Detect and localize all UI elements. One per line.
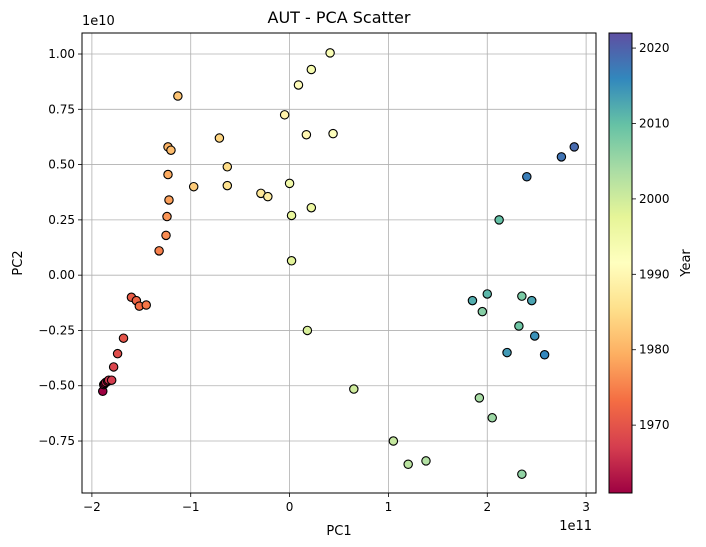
colorbar: 1970 1980 1990 2000 2010 2020 Year <box>608 32 694 494</box>
data-point <box>286 210 297 221</box>
data-point <box>494 215 504 225</box>
colorbar-tick-label: 1990 <box>639 267 670 281</box>
y-tick-label: 0.75 <box>48 102 75 116</box>
data-point <box>112 348 123 359</box>
data-point <box>279 110 290 120</box>
colorbar-gradient <box>608 32 633 494</box>
data-point <box>529 331 540 341</box>
data-point <box>263 191 273 202</box>
data-point <box>306 202 317 213</box>
data-point <box>284 178 295 189</box>
y-tick-label: −0.25 <box>38 323 75 337</box>
data-point <box>188 181 199 192</box>
x-tick-label: 2 <box>483 500 491 514</box>
y-tick-label: 0.25 <box>48 213 75 227</box>
data-point <box>349 384 359 394</box>
chart-title: AUT - PCA Scatter <box>268 8 411 27</box>
data-point <box>403 459 413 469</box>
x-axis-label: PC1 <box>326 524 351 539</box>
data-point <box>482 289 493 299</box>
data-point <box>222 180 233 191</box>
data-point <box>526 295 537 306</box>
data-point <box>302 325 313 336</box>
x-tick-label: −1 <box>182 500 200 514</box>
data-point <box>467 295 478 306</box>
data-point <box>539 350 550 360</box>
y-tick-label: 0.00 <box>48 268 75 282</box>
data-point <box>556 152 567 162</box>
y-axis-offset-label: 1e10 <box>82 14 115 29</box>
data-point <box>569 142 580 152</box>
data-point <box>301 129 312 140</box>
data-point <box>517 469 527 479</box>
x-tick-label: 1 <box>385 500 393 514</box>
data-point <box>328 128 338 139</box>
data-point <box>173 91 183 101</box>
colorbar-tick-label: 2000 <box>639 192 670 206</box>
data-point <box>161 230 171 241</box>
plot-area-frame <box>81 32 597 494</box>
data-point <box>293 80 304 90</box>
colorbar-tick-label: 1980 <box>639 343 670 357</box>
colorbar-label: Year <box>679 249 694 278</box>
colorbar-tick-label: 1970 <box>639 418 670 432</box>
data-point <box>522 172 532 182</box>
y-axis-ticks: −0.75 −0.50 −0.25 0.00 0.25 0.50 0.75 1.00 <box>38 47 82 448</box>
data-point <box>108 362 119 372</box>
data-point <box>388 436 399 446</box>
x-axis-offset-label: 1e11 <box>559 519 592 534</box>
data-point <box>222 162 233 172</box>
data-point <box>164 195 174 205</box>
y-axis-label: PC2 <box>11 250 26 275</box>
data-point <box>502 347 512 358</box>
data-point <box>214 133 225 143</box>
x-tick-label: 0 <box>286 500 294 514</box>
data-point <box>162 211 172 222</box>
data-point <box>106 375 117 385</box>
data-points <box>98 48 580 479</box>
y-tick-label: 1.00 <box>48 47 75 61</box>
colorbar-ticks: 1970 1980 1990 2000 2010 2020 <box>632 41 670 432</box>
data-point <box>325 48 335 58</box>
x-tick-label: −2 <box>83 500 101 514</box>
x-tick-label: 3 <box>582 500 590 514</box>
data-point <box>477 306 488 317</box>
data-point <box>474 393 485 403</box>
colorbar-tick-label: 2010 <box>639 116 670 130</box>
data-point <box>154 246 164 256</box>
data-point <box>514 321 524 331</box>
y-tick-label: −0.75 <box>38 434 75 448</box>
colorbar-tick-label: 2020 <box>639 41 670 55</box>
data-point <box>306 64 317 75</box>
data-point <box>421 456 431 466</box>
grid-lines <box>82 33 596 493</box>
data-point <box>141 300 152 310</box>
data-point <box>118 333 129 343</box>
data-point <box>487 413 497 423</box>
data-point <box>166 145 176 155</box>
data-point <box>163 169 173 180</box>
y-tick-label: −0.50 <box>38 379 75 393</box>
data-point <box>286 256 297 266</box>
x-axis-ticks: −2 −1 0 1 2 3 <box>83 493 590 514</box>
data-point <box>517 291 527 301</box>
y-tick-label: 0.50 <box>48 158 75 172</box>
